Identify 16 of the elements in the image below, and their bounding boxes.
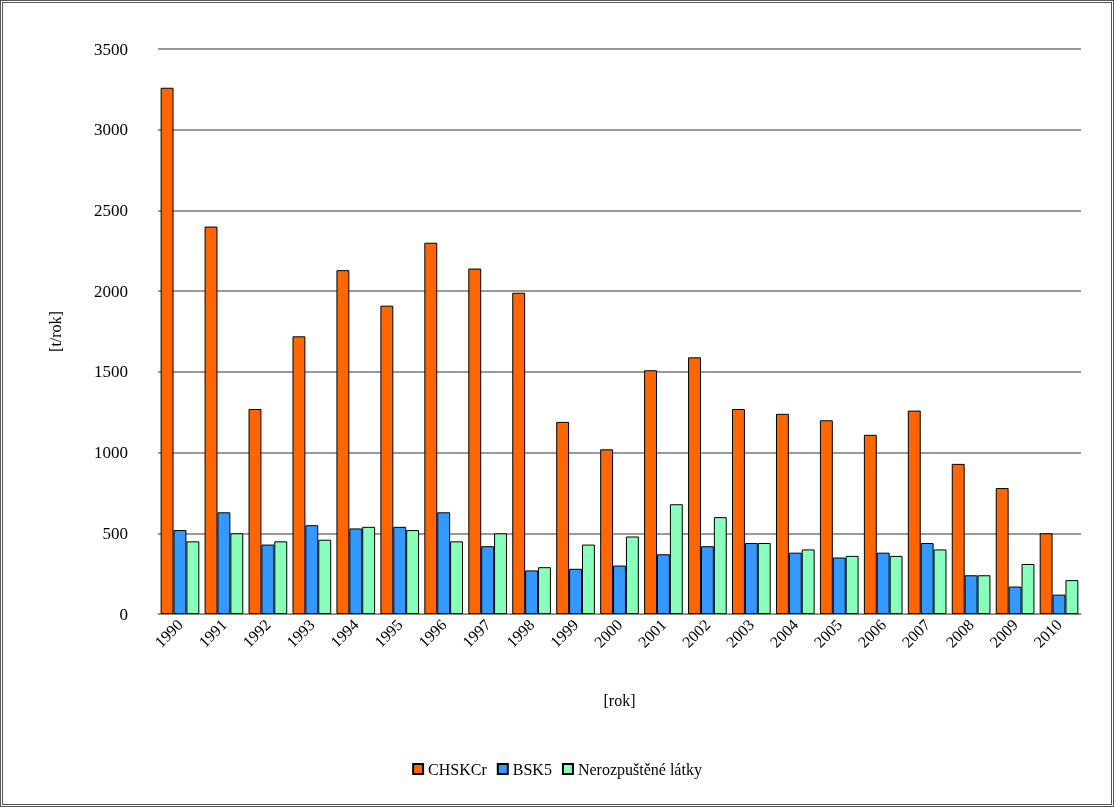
- y-tick-label: 3000: [94, 120, 128, 140]
- legend-label: BSK5: [512, 760, 552, 778]
- legend-label: Nerozpuštěné látky: [577, 760, 702, 779]
- y-tick-label: 0: [119, 604, 128, 624]
- y-tick-label: 1500: [94, 362, 128, 382]
- y-tick-label: 2500: [94, 200, 128, 220]
- x-axis-title: [rok]: [603, 691, 636, 709]
- y-tick-label: 2000: [94, 281, 128, 301]
- x-tick-label: 1994: [327, 615, 362, 651]
- x-tick-label: 1998: [502, 615, 538, 651]
- x-tick-label: 1993: [283, 615, 318, 651]
- y-tick-label: 1000: [94, 443, 128, 463]
- legend-label: CHSKCr: [428, 760, 488, 778]
- y-tick-label: 500: [102, 523, 128, 543]
- y-axis-title: [t/rok]: [46, 311, 64, 352]
- y-tick-label: 3500: [94, 39, 128, 59]
